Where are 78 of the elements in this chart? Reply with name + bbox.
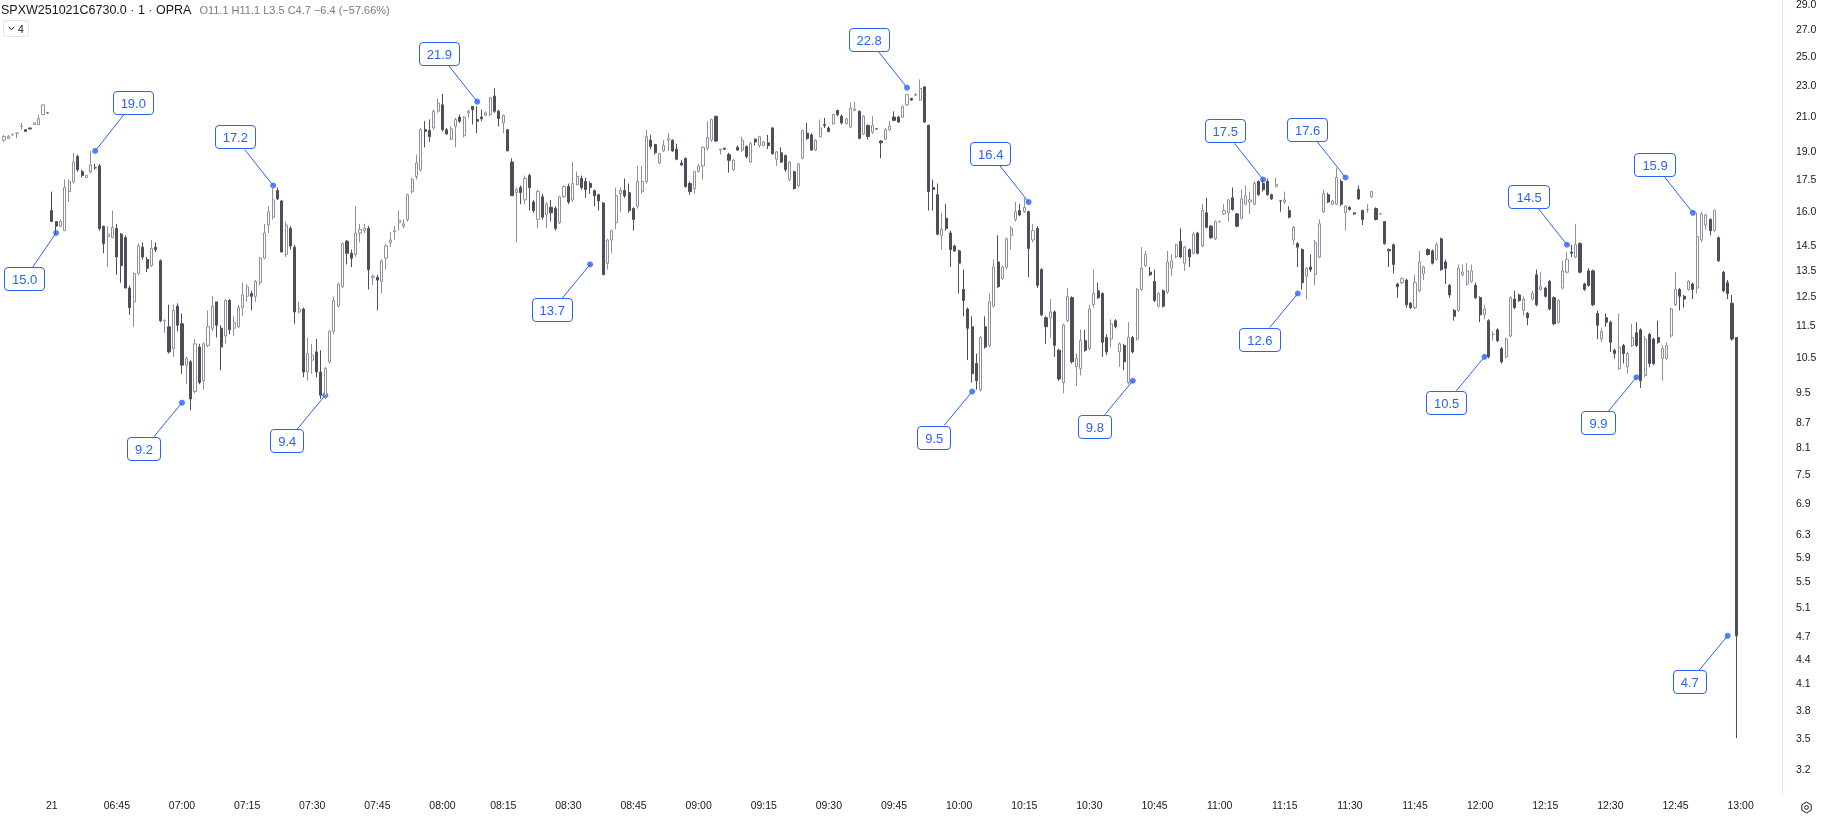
y-tick-label: 8.7 (1795, 416, 1811, 429)
data-label: 9.9 (1581, 411, 1616, 436)
chart-title: SPXW251021C6730.0 · 1 · OPRA (1, 3, 192, 17)
x-tick-label: 06:45 (103, 798, 131, 811)
x-tick-label: 07:45 (364, 798, 391, 811)
x-tick-label: 21 (45, 798, 58, 811)
x-tick-label: 10:15 (1011, 798, 1038, 811)
x-tick-label: 12:30 (1597, 798, 1624, 811)
y-tick-label: 14.5 (1795, 238, 1817, 251)
y-tick-label: 12.5 (1795, 290, 1817, 303)
x-tick-label: 11:15 (1272, 798, 1298, 811)
data-label: 22.8 (848, 27, 890, 52)
x-tick-label: 08:45 (620, 798, 647, 811)
x-tick-label: 11:45 (1402, 798, 1428, 811)
data-label: 14.5 (1508, 184, 1550, 209)
x-tick-label: 08:30 (555, 798, 582, 811)
y-tick-label: 5.9 (1795, 550, 1811, 563)
y-tick-label: 13.5 (1795, 263, 1817, 276)
x-tick-label: 07:15 (233, 798, 261, 811)
x-tick-label: 11:00 (1206, 798, 1233, 811)
dropdown-button: 4 (3, 20, 29, 37)
data-label: 15.0 (4, 267, 46, 291)
y-tick-label: 6.3 (1795, 528, 1811, 541)
y-tick-label: 16.0 (1795, 204, 1817, 217)
y-tick-label: 3.5 (1795, 732, 1811, 745)
chart-subtitle: O11.1 H11.1 L3.5 C4.7 −6.4 (−57.66%) (199, 4, 390, 16)
y-tick-label: 25.0 (1795, 49, 1817, 62)
x-tick-label: 10:30 (1076, 798, 1103, 811)
x-tick-label: 12:00 (1467, 798, 1494, 811)
x-tick-label: 09:45 (880, 798, 908, 811)
y-tick-label: 9.5 (1795, 385, 1811, 398)
x-tick-label: 10:45 (1141, 798, 1168, 811)
data-label: 17.2 (214, 125, 256, 150)
data-label: 9.2 (126, 436, 162, 461)
y-tick-label: 4.4 (1795, 652, 1811, 665)
x-tick-label: 09:00 (685, 798, 712, 811)
data-label: 10.5 (1425, 390, 1468, 415)
y-tick-label: 29.0 (1795, 0, 1817, 11)
data-label: 16.4 (970, 142, 1012, 167)
x-tick-label: 11:30 (1337, 798, 1363, 811)
x-tick-label: 08:00 (429, 798, 456, 811)
y-tick-label: 5.5 (1795, 575, 1811, 588)
data-label: 19.0 (112, 90, 154, 115)
y-tick-label: 3.2 (1795, 763, 1811, 776)
x-tick-label: 09:15 (750, 798, 778, 811)
y-tick-label: 4.1 (1795, 677, 1811, 690)
y-tick-label: 6.9 (1795, 496, 1811, 509)
data-label: 4.7 (1672, 669, 1707, 694)
y-tick-label: 11.5 (1795, 319, 1816, 332)
annotation: 4 (18, 22, 24, 35)
x-tick-label: 12:45 (1662, 798, 1689, 811)
y-tick-label: 17.5 (1795, 173, 1817, 186)
y-tick-label: 10.5 (1795, 350, 1817, 363)
x-tick-label: 12:15 (1532, 798, 1559, 811)
y-tick-label: 8.1 (1795, 440, 1811, 453)
y-tick-label: 23.0 (1795, 78, 1817, 91)
data-label: 13.7 (531, 298, 573, 323)
y-tick-label: 4.7 (1795, 629, 1811, 642)
data-label: 21.9 (418, 41, 461, 66)
data-label: 9.4 (270, 429, 305, 454)
y-tick-label: 3.8 (1795, 703, 1811, 716)
x-tick-label: 08:15 (490, 798, 517, 811)
data-label: 17.6 (1287, 117, 1329, 142)
x-tick-label: 13:00 (1727, 798, 1754, 811)
y-tick-label: 27.0 (1795, 22, 1817, 35)
data-label: 9.5 (917, 425, 952, 450)
x-tick-label: 10:00 (946, 798, 973, 811)
y-tick-label: 7.5 (1795, 467, 1811, 480)
x-tick-label: 09:30 (815, 798, 843, 811)
y-tick-label: 19.0 (1795, 144, 1817, 157)
x-tick-label: 07:00 (168, 798, 196, 811)
y-tick-label: 21.0 (1795, 110, 1817, 123)
data-label: 15.9 (1634, 152, 1676, 177)
data-label: 17.5 (1204, 119, 1246, 144)
data-label: 12.6 (1239, 327, 1281, 352)
y-tick-label: 5.1 (1795, 601, 1811, 614)
x-tick-label: 07:30 (299, 798, 326, 811)
data-label: 9.8 (1077, 414, 1112, 439)
